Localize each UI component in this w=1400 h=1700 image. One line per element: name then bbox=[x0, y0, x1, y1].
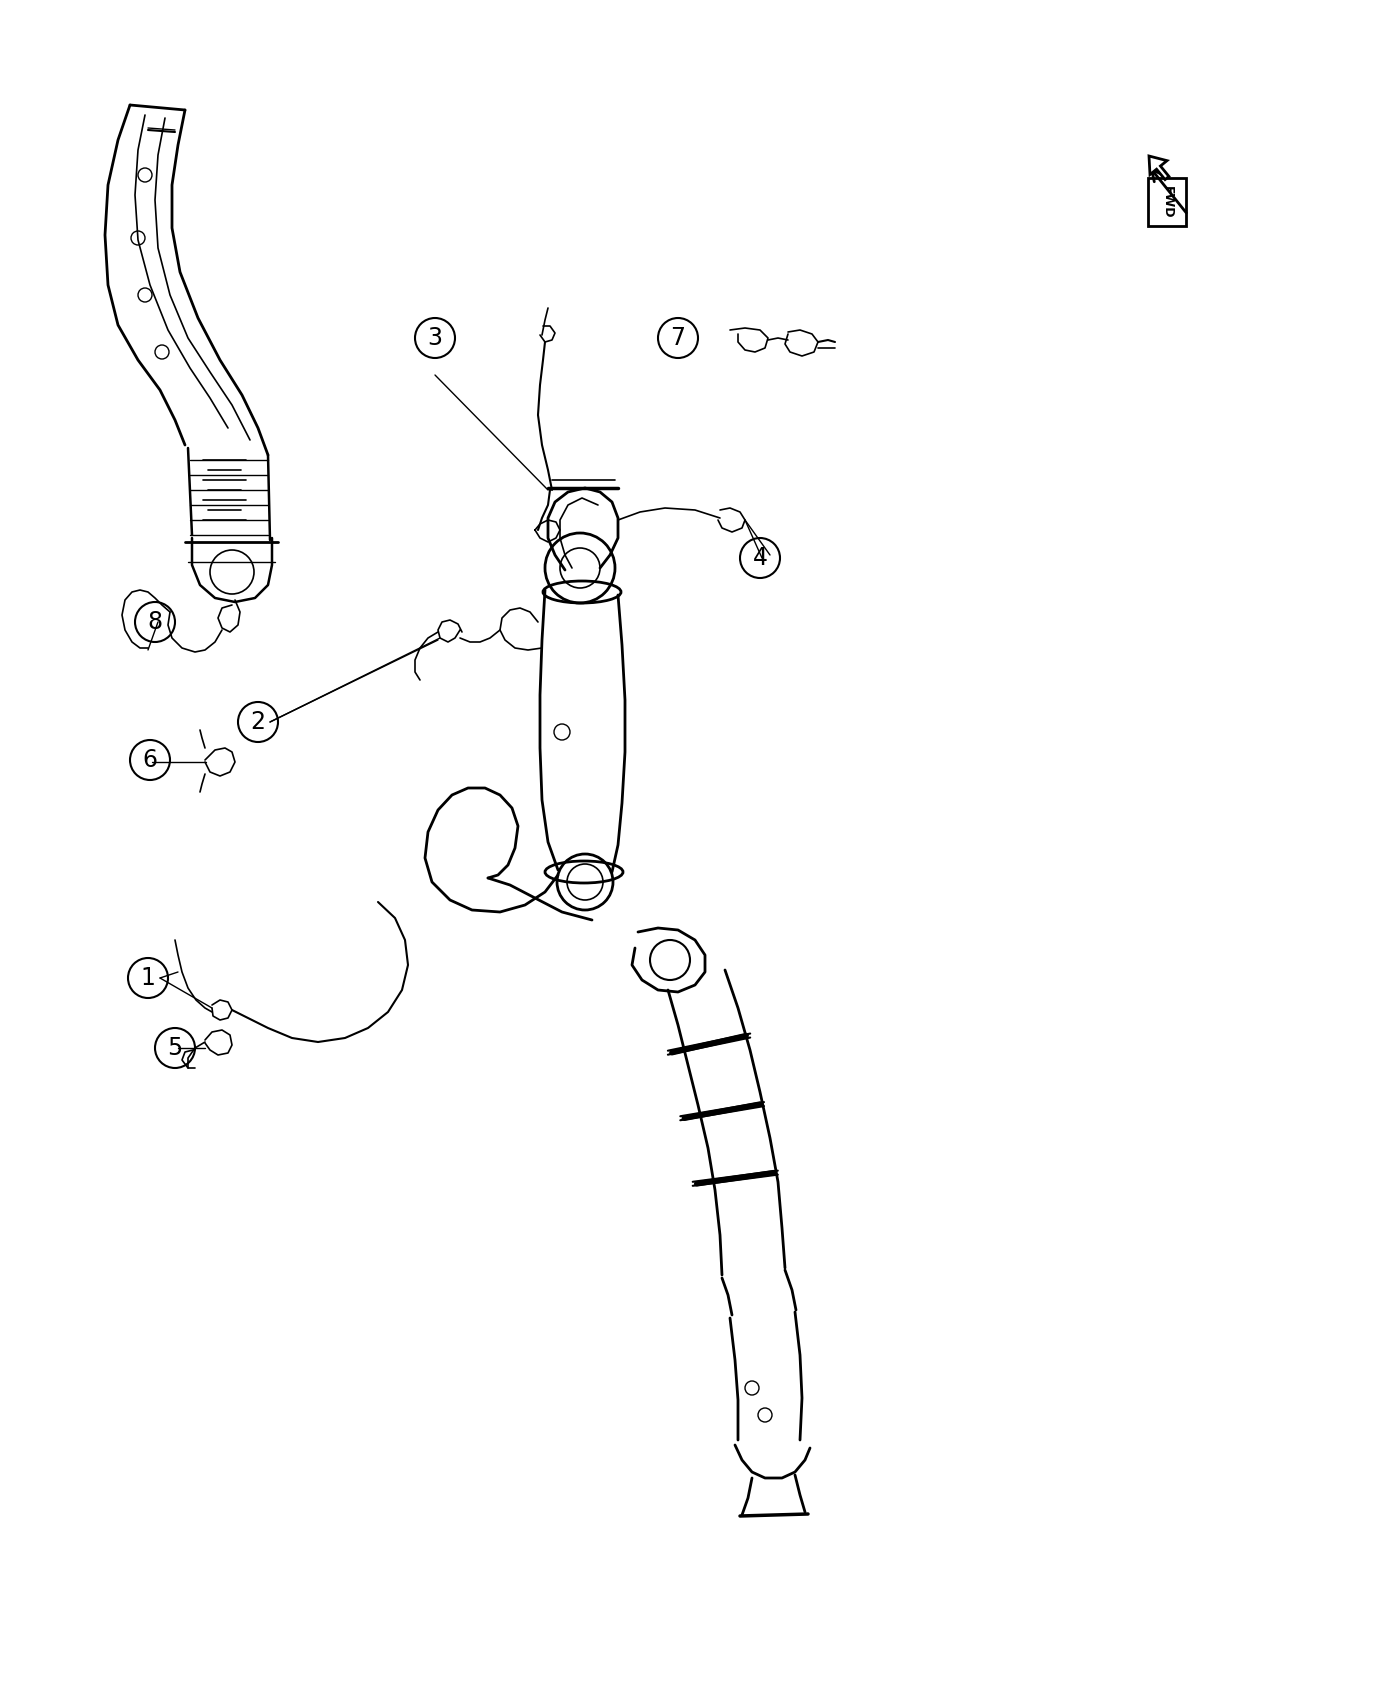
Text: FWD: FWD bbox=[1161, 185, 1173, 218]
FancyArrow shape bbox=[1149, 156, 1169, 180]
Text: 3: 3 bbox=[427, 326, 442, 350]
Text: 6: 6 bbox=[143, 748, 157, 772]
Text: 8: 8 bbox=[147, 610, 162, 634]
Text: 1: 1 bbox=[140, 966, 155, 989]
Text: 7: 7 bbox=[671, 326, 686, 350]
Text: 4: 4 bbox=[753, 546, 767, 570]
Text: 5: 5 bbox=[168, 1035, 182, 1061]
Text: 2: 2 bbox=[251, 711, 266, 734]
